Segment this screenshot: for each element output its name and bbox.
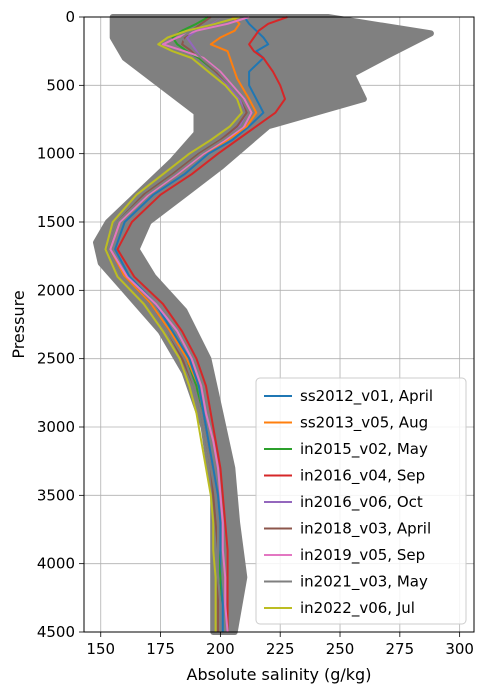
legend-label: ss2012_v01, April [300,387,433,406]
y-tick-label: 4500 [37,623,75,641]
legend: ss2012_v01, April ss2013_v05, Aug in2015_v… [255,377,467,625]
legend-label: in2019_v05, Sep [300,546,425,565]
axis-ticks: 150 175 200 225 250 275 3000500100015002000250… [37,8,474,658]
y-tick-label: 500 [46,76,75,94]
y-tick-label: 3500 [37,486,75,504]
x-tick-label: 175 [146,640,175,658]
y-tick-label: 4000 [37,555,75,573]
y-tick-label: 1000 [37,145,75,163]
x-tick-label: 150 [86,640,115,658]
y-tick-label: 1500 [37,213,75,231]
plot-frame [83,16,475,633]
x-axis-label: Absolute salinity (g/kg) [187,665,372,684]
x-tick-label: 275 [386,640,415,658]
legend-label: in2018_v03, April [300,520,431,539]
x-tick-label: 250 [326,640,355,658]
y-tick-label: 2500 [37,350,75,368]
series-line [109,16,253,633]
x-tick-label: 225 [266,640,295,658]
y-tick-label: 2000 [37,281,75,299]
y-axis-label: Pressure [9,290,28,358]
legend-label: ss2013_v05, Aug [300,414,428,433]
series-line [106,16,251,632]
y-tick-label: 3000 [37,418,75,436]
x-tick-label: 200 [206,640,235,658]
legend-label: in2016_v04, Sep [300,467,425,486]
series-line [104,16,243,632]
legend-label: in2021_v03, May [300,573,428,592]
x-tick-label: 300 [445,640,474,658]
series-lines [104,16,288,633]
legend-box [255,377,467,625]
legend-label: in2022_v06, Jul [300,599,415,618]
legend-label: in2015_v02, May [300,440,428,459]
legend-label: in2016_v06, Oct [300,493,423,512]
y-tick-label: 0 [65,8,75,26]
series-line [114,16,270,632]
series-line [116,16,288,632]
